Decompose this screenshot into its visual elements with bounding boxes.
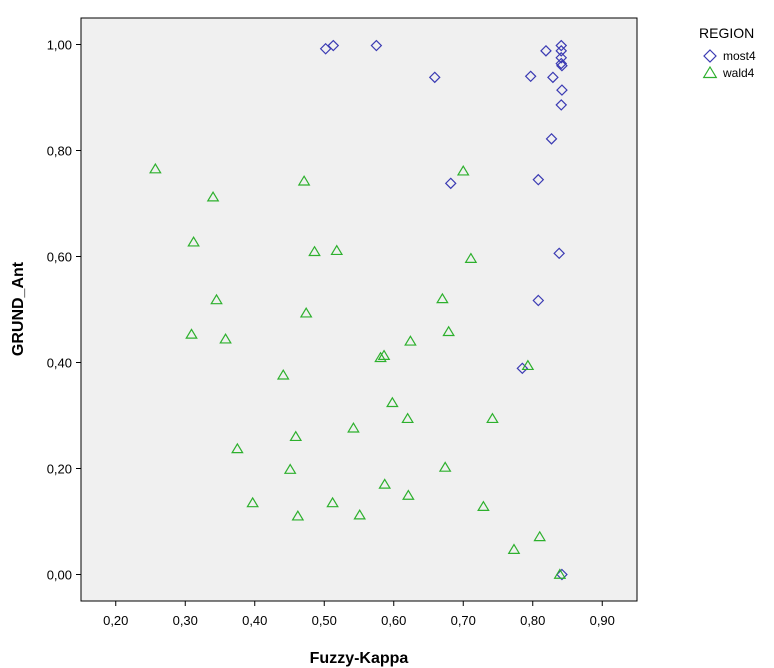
wald4-point — [374, 351, 387, 363]
most4-point — [555, 45, 568, 57]
wald4-point — [297, 175, 311, 186]
x-tick-label: 0,40 — [242, 613, 267, 628]
x-tick-label: 0,50 — [312, 613, 337, 628]
most4-point — [545, 132, 558, 145]
wald4-point — [456, 165, 470, 176]
wald4-point — [347, 422, 360, 433]
wald4-point — [404, 335, 417, 346]
most4-point — [516, 362, 529, 375]
wald4-point — [308, 245, 321, 257]
legend: REGION most4 wald4 — [699, 25, 756, 80]
most4-point — [540, 45, 552, 57]
wald4-point — [401, 412, 414, 424]
legend-label: wald4 — [722, 66, 755, 80]
wald4-point — [436, 292, 449, 304]
wald4-point — [438, 461, 452, 472]
y-tick-label: 0,20 — [47, 462, 72, 477]
most4-point — [547, 71, 559, 84]
data-points — [149, 39, 568, 581]
plot-area — [80, 17, 638, 602]
legend-title: REGION — [699, 25, 754, 41]
most4-point — [555, 99, 568, 111]
wald4-point — [210, 293, 223, 305]
y-tick-label: 1,00 — [47, 38, 72, 53]
wald4-point — [330, 244, 344, 256]
wald4-point — [246, 496, 259, 508]
x-axis: 0,20 0,30 0,40 0,50 0,60 0,70 0,80 0,90 — [103, 601, 615, 628]
most4-point — [444, 177, 457, 190]
most4-point — [556, 59, 568, 72]
most4-point — [556, 568, 568, 581]
wald4-point — [507, 543, 521, 554]
most4-point — [555, 51, 568, 64]
y-axis-title: GRUND_Ant — [10, 261, 27, 356]
most4-legend-marker — [703, 49, 717, 63]
legend-label: most4 — [723, 49, 756, 63]
wald4-point — [283, 463, 297, 474]
wald4-point — [187, 236, 200, 247]
wald4-point — [326, 496, 339, 508]
wald4-legend-marker — [702, 65, 718, 79]
x-axis-title: Fuzzy-Kappa — [310, 650, 409, 667]
most4-point — [556, 84, 568, 96]
most4-point — [532, 294, 545, 307]
wald4-point — [185, 328, 198, 339]
most4-point — [524, 70, 537, 83]
wald4-point — [378, 478, 392, 489]
most4-point — [327, 39, 340, 52]
y-tick-label: 0,00 — [47, 568, 72, 583]
wald4-point — [442, 325, 455, 337]
most4-point — [370, 39, 383, 52]
wald4-point — [521, 359, 535, 371]
x-tick-label: 0,80 — [520, 613, 545, 628]
wald4-point — [231, 442, 244, 454]
wald4-point — [402, 489, 415, 500]
x-tick-label: 0,30 — [173, 613, 198, 628]
wald4-point — [486, 412, 499, 424]
wald4-point — [276, 369, 290, 380]
most4-point — [555, 39, 568, 52]
x-tick-label: 0,20 — [103, 613, 128, 628]
wald4-point — [291, 510, 305, 521]
wald4-point — [533, 530, 547, 542]
most4-point — [532, 173, 545, 186]
wald4-point — [477, 500, 490, 512]
most4-point — [428, 71, 441, 84]
y-tick-label: 0,80 — [47, 144, 72, 159]
x-tick-label: 0,90 — [590, 613, 615, 628]
wald4-point — [206, 190, 220, 202]
wald4-point — [386, 396, 399, 408]
wald4-point — [464, 252, 478, 263]
x-tick-label: 0,70 — [451, 613, 476, 628]
wald4-point — [553, 568, 567, 579]
most4-point — [553, 247, 566, 260]
wald4-point — [219, 333, 232, 344]
y-tick-label: 0,60 — [47, 250, 72, 265]
most4-point — [555, 57, 568, 70]
wald4-point — [289, 430, 303, 442]
wald4-point — [149, 162, 162, 174]
y-axis: 0,00 0,20 0,40 0,60 0,80 1,00 — [47, 38, 81, 583]
x-tick-label: 0,60 — [381, 613, 406, 628]
wald4-point — [299, 307, 313, 318]
y-tick-label: 0,40 — [47, 356, 72, 371]
wald4-point — [353, 508, 367, 520]
